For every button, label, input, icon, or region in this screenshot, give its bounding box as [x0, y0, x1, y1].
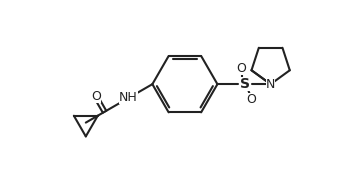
Text: S: S — [240, 77, 250, 91]
Text: NH: NH — [119, 91, 138, 104]
Text: O: O — [236, 62, 246, 75]
Text: N: N — [266, 78, 275, 91]
Text: O: O — [246, 94, 256, 106]
Text: O: O — [91, 90, 101, 103]
